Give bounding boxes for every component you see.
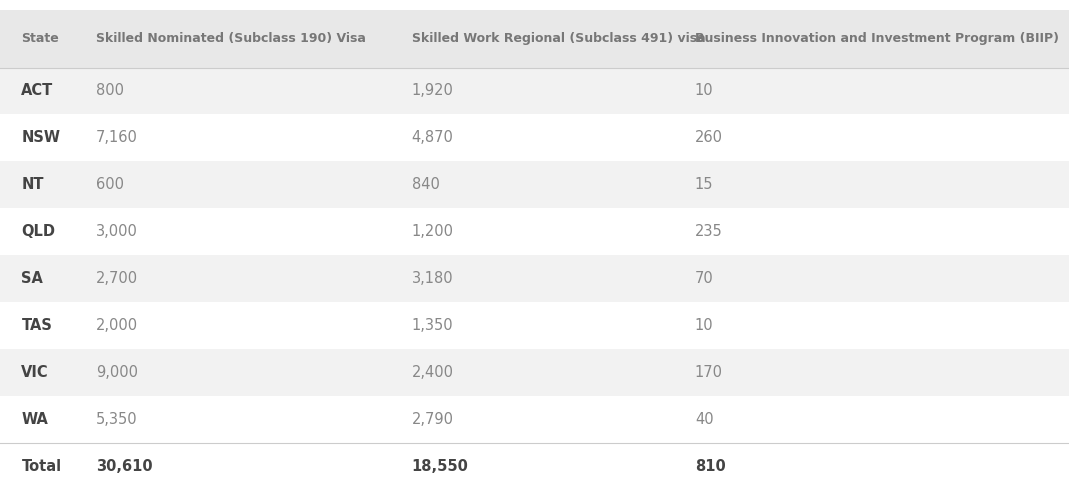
Text: 1,920: 1,920 <box>412 84 453 98</box>
Text: 3,180: 3,180 <box>412 271 453 286</box>
Text: 30,610: 30,610 <box>96 459 153 474</box>
Text: 10: 10 <box>695 84 713 98</box>
Bar <box>0 396 1069 443</box>
Text: 40: 40 <box>695 412 713 427</box>
Bar <box>0 208 1069 256</box>
Bar <box>0 114 1069 162</box>
Text: 15: 15 <box>695 178 713 192</box>
Bar <box>0 349 1069 396</box>
Text: TAS: TAS <box>21 318 52 333</box>
Text: 2,700: 2,700 <box>96 271 138 286</box>
Text: 70: 70 <box>695 271 714 286</box>
Text: 1,350: 1,350 <box>412 318 453 333</box>
Text: Business Innovation and Investment Program (BIIP): Business Innovation and Investment Progr… <box>695 32 1059 46</box>
Text: 7,160: 7,160 <box>96 130 138 146</box>
Bar <box>0 443 1069 490</box>
Text: Skilled Work Regional (Subclass 491) visa: Skilled Work Regional (Subclass 491) vis… <box>412 32 706 46</box>
Text: 2,790: 2,790 <box>412 412 453 427</box>
Text: 9,000: 9,000 <box>96 365 138 380</box>
Text: State: State <box>21 32 59 46</box>
Text: 4,870: 4,870 <box>412 130 453 146</box>
Text: 260: 260 <box>695 130 723 146</box>
Bar <box>0 302 1069 349</box>
Text: Total: Total <box>21 459 62 474</box>
Text: SA: SA <box>21 271 43 286</box>
Text: NT: NT <box>21 178 44 192</box>
Text: 3,000: 3,000 <box>96 224 138 240</box>
Text: ACT: ACT <box>21 84 53 98</box>
Bar <box>0 162 1069 208</box>
Text: 810: 810 <box>695 459 726 474</box>
Bar <box>0 68 1069 114</box>
Text: NSW: NSW <box>21 130 60 146</box>
Text: 600: 600 <box>96 178 124 192</box>
Text: Skilled Nominated (Subclass 190) Visa: Skilled Nominated (Subclass 190) Visa <box>96 32 366 46</box>
Text: 18,550: 18,550 <box>412 459 468 474</box>
Text: 2,000: 2,000 <box>96 318 138 333</box>
Text: 800: 800 <box>96 84 124 98</box>
Text: QLD: QLD <box>21 224 56 240</box>
Text: 840: 840 <box>412 178 439 192</box>
Text: 170: 170 <box>695 365 723 380</box>
Text: 5,350: 5,350 <box>96 412 138 427</box>
Bar <box>0 10 1069 68</box>
Text: 235: 235 <box>695 224 723 240</box>
Bar <box>0 256 1069 302</box>
Text: WA: WA <box>21 412 48 427</box>
Text: 1,200: 1,200 <box>412 224 453 240</box>
Text: 2,400: 2,400 <box>412 365 453 380</box>
Text: VIC: VIC <box>21 365 49 380</box>
Text: 10: 10 <box>695 318 713 333</box>
